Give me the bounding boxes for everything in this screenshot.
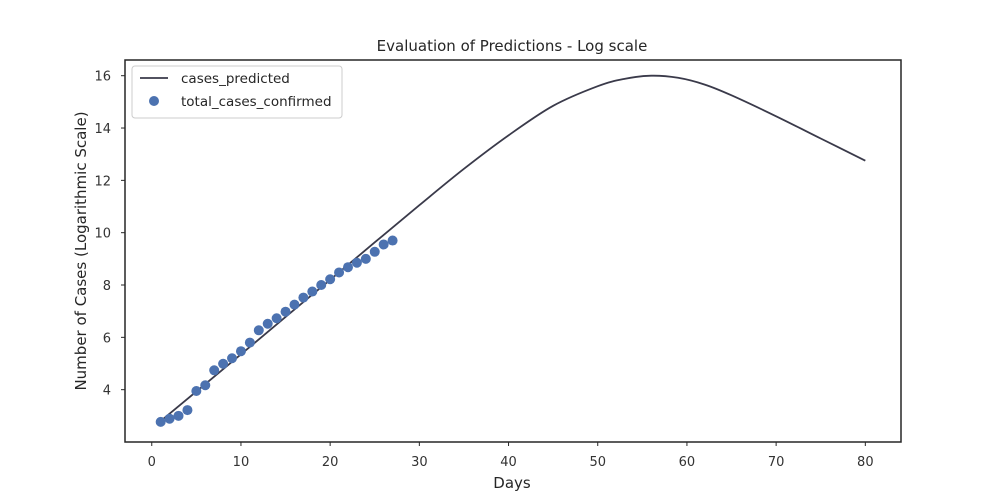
data-point-confirmed xyxy=(272,313,282,323)
data-point-confirmed xyxy=(245,338,255,348)
y-tick-label: 16 xyxy=(94,70,111,85)
data-point-confirmed xyxy=(316,280,326,290)
x-tick-label: 80 xyxy=(857,455,874,470)
data-point-confirmed xyxy=(218,359,228,369)
data-point-confirmed xyxy=(281,307,291,317)
y-tick-label: 8 xyxy=(103,279,111,294)
x-tick-label: 70 xyxy=(768,455,785,470)
data-point-confirmed xyxy=(156,417,166,427)
x-tick-label: 0 xyxy=(148,455,156,470)
data-point-confirmed xyxy=(236,346,246,356)
data-point-confirmed xyxy=(289,300,299,310)
data-point-confirmed xyxy=(200,380,210,390)
y-axis-label: Number of Cases (Logarithmic Scale) xyxy=(72,111,90,390)
data-point-confirmed xyxy=(379,239,389,249)
data-point-confirmed xyxy=(254,325,264,335)
x-tick-label: 50 xyxy=(589,455,606,470)
y-tick-label: 4 xyxy=(103,384,111,399)
y-tick-label: 6 xyxy=(103,331,111,346)
y-tick-label: 14 xyxy=(94,122,111,137)
legend-dot-swatch xyxy=(149,96,159,106)
data-point-confirmed xyxy=(263,319,273,329)
data-point-confirmed xyxy=(165,414,175,424)
legend: cases_predicted total_cases_confirmed xyxy=(132,66,342,118)
data-point-confirmed xyxy=(388,236,398,246)
x-tick-label: 10 xyxy=(233,455,250,470)
data-point-confirmed xyxy=(352,258,362,268)
x-tick-label: 60 xyxy=(679,455,696,470)
data-point-confirmed xyxy=(227,353,237,363)
data-point-confirmed xyxy=(325,274,335,284)
data-point-confirmed xyxy=(343,262,353,272)
data-point-confirmed xyxy=(361,254,371,264)
x-axis-label: Days xyxy=(493,474,531,492)
x-tick-label: 30 xyxy=(411,455,428,470)
data-point-confirmed xyxy=(370,247,380,257)
data-point-confirmed xyxy=(174,411,184,421)
legend-label-total-cases-confirmed: total_cases_confirmed xyxy=(181,94,332,110)
x-tick-label: 20 xyxy=(322,455,339,470)
data-point-confirmed xyxy=(191,386,201,396)
y-tick-label: 10 xyxy=(94,227,111,242)
data-point-confirmed xyxy=(209,365,219,375)
y-tick-label: 12 xyxy=(94,174,111,189)
data-point-confirmed xyxy=(334,267,344,277)
data-point-confirmed xyxy=(298,293,308,303)
x-tick-label: 40 xyxy=(500,455,517,470)
chart-title: Evaluation of Predictions - Log scale xyxy=(377,37,648,55)
data-point-confirmed xyxy=(182,405,192,415)
data-point-confirmed xyxy=(307,287,317,297)
legend-label-cases-predicted: cases_predicted xyxy=(181,71,290,87)
